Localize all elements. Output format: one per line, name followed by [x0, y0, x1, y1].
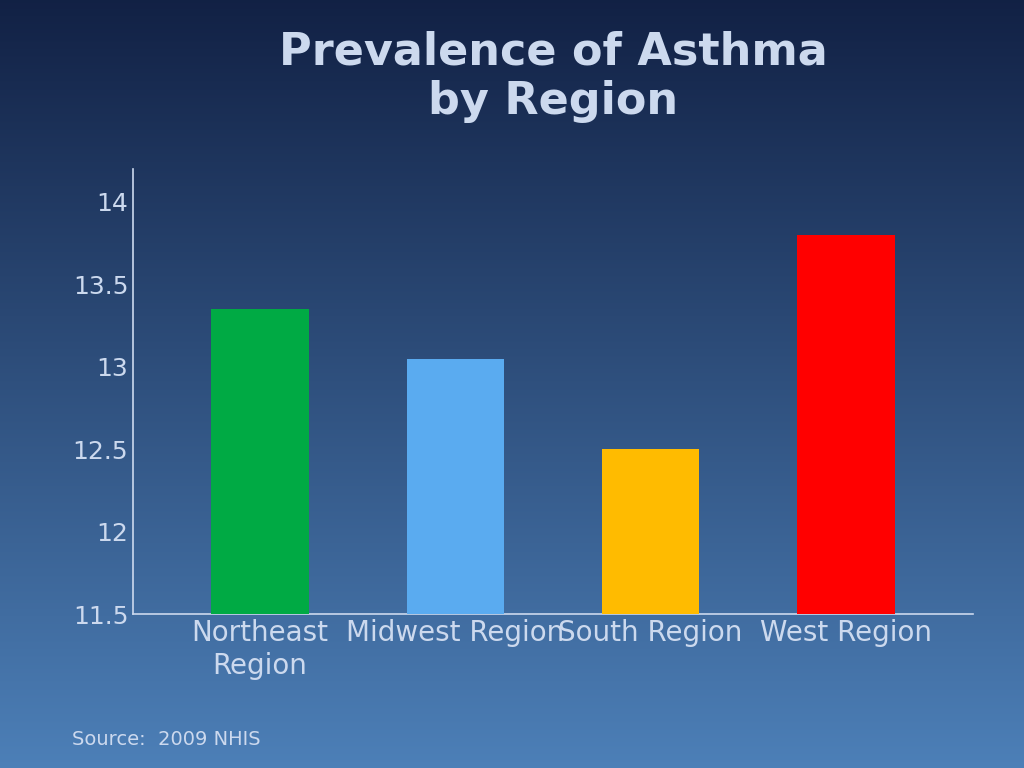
Bar — [407, 359, 504, 614]
Bar — [797, 235, 895, 614]
Bar — [602, 449, 699, 614]
Text: Source:  2009 NHIS: Source: 2009 NHIS — [72, 730, 260, 749]
Bar — [211, 310, 309, 614]
Text: Prevalence of Asthma
by Region: Prevalence of Asthma by Region — [279, 30, 827, 123]
